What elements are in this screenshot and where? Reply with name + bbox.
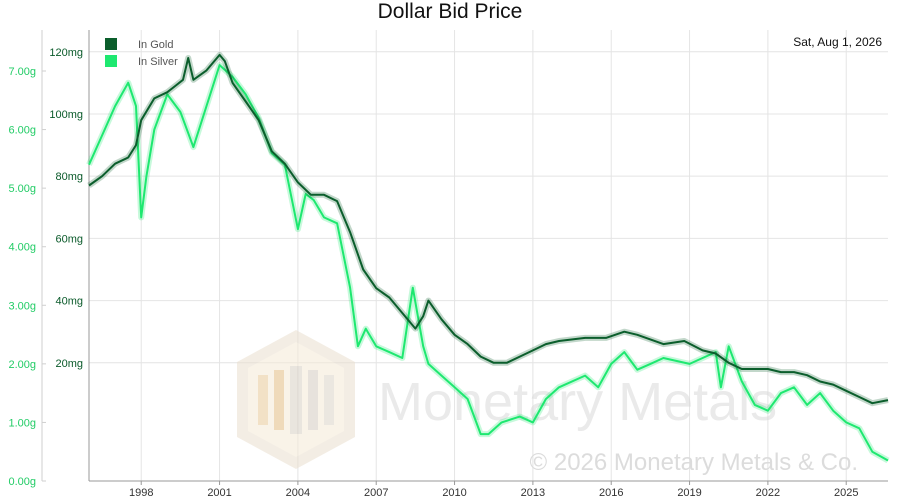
legend: In Gold In Silver — [105, 38, 178, 68]
left-axis-tick-label: 0.00g — [8, 476, 36, 488]
left-axis-tick-label: 1.00g — [8, 417, 36, 429]
left-axis-tick-label: 4.00g — [8, 242, 36, 254]
x-axis-ticks: 1998 2001 2004 2007 2010 2013 2016 2019 2022 2025 — [129, 481, 858, 499]
left-axis-ticks: 0.00g 1.00g 2.00g 3.00g 4.00g 5.00g 6.00g 7.00g — [8, 66, 46, 488]
legend-label-silver: In Silver — [138, 56, 178, 68]
x-tick-label: 2025 — [834, 487, 858, 499]
left-axis-tick-label: 6.00g — [8, 125, 36, 137]
series-layer — [86, 51, 890, 464]
x-tick-label: 2010 — [442, 487, 466, 499]
left-axis-tick-label: 2.00g — [8, 359, 36, 371]
series-line-gold — [88, 53, 889, 405]
x-tick-label: 1998 — [129, 487, 153, 499]
watermark: Monetary Metals — [237, 330, 777, 469]
legend-swatch-gold — [105, 38, 117, 50]
right-axis-tick-label: 100mg — [49, 109, 83, 121]
x-tick-label: 2004 — [286, 487, 310, 499]
watermark-text: Monetary Metals — [378, 372, 777, 432]
horizontal-gridlines — [89, 51, 888, 364]
right-axis-tick-label: 60mg — [55, 233, 83, 245]
right-axis-tick-label: 40mg — [55, 296, 83, 308]
chart-title: Dollar Bid Price — [378, 0, 523, 23]
right-axis-tick-label: 80mg — [55, 171, 83, 183]
legend-swatch-silver — [105, 55, 117, 67]
x-tick-label: 2001 — [207, 487, 231, 499]
x-tick-label: 2022 — [756, 487, 780, 499]
left-axis-tick-label: 3.00g — [8, 300, 36, 312]
right-axis-tick-label: 120mg — [49, 47, 83, 59]
x-tick-label: 2013 — [521, 487, 545, 499]
right-axis-ticks: 20mg 40mg 60mg 80mg 100mg 120mg — [49, 47, 83, 370]
left-axis-tick-label: 5.00g — [8, 183, 36, 195]
date-label: Sat, Aug 1, 2026 — [793, 35, 882, 49]
x-tick-label: 2016 — [599, 487, 623, 499]
vertical-gridlines — [140, 30, 847, 481]
right-axis-tick-label: 20mg — [55, 358, 83, 370]
x-tick-label: 2007 — [364, 487, 388, 499]
series-line-silver — [88, 64, 889, 462]
watermark-logo-icon — [237, 330, 355, 469]
x-tick-label: 2019 — [677, 487, 701, 499]
copyright-text: © 2026 Monetary Metals & Co. — [530, 449, 859, 476]
left-axis-tick-label: 7.00g — [8, 66, 36, 78]
legend-label-gold: In Gold — [138, 39, 173, 51]
